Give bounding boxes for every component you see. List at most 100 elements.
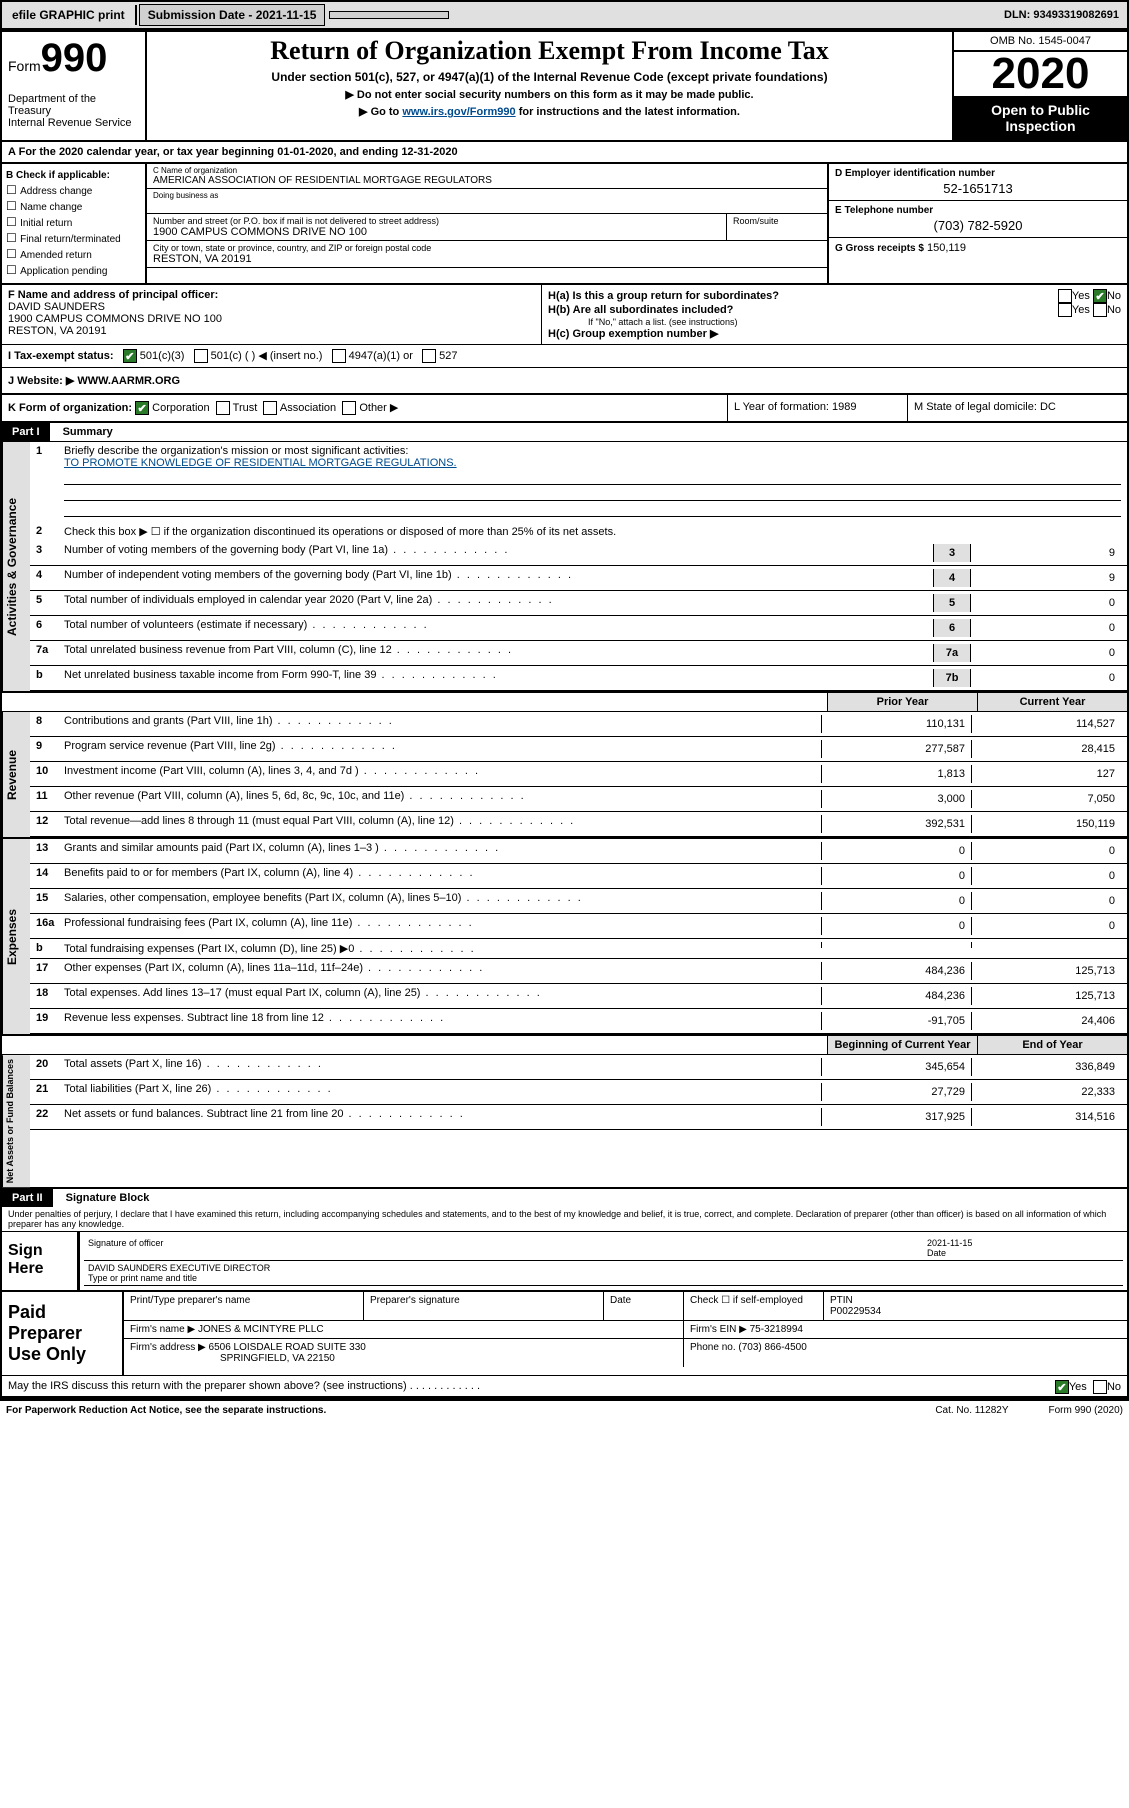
ck-address-change[interactable]: Address change: [6, 183, 141, 197]
tax-period: A For the 2020 calendar year, or tax yea…: [2, 142, 1127, 164]
line-11: 11Other revenue (Part VIII, column (A), …: [30, 787, 1127, 812]
line-5: 5Total number of individuals employed in…: [30, 591, 1127, 616]
website: WWW.AARMR.ORG: [77, 375, 180, 387]
hb-no[interactable]: [1093, 303, 1107, 317]
ck-name-change[interactable]: Name change: [6, 199, 141, 213]
ck-other[interactable]: [342, 401, 356, 415]
box-b: B Check if applicable: Address change Na…: [2, 164, 147, 283]
form-number: 990: [41, 36, 108, 80]
box-d-e-g: D Employer identification number52-16517…: [827, 164, 1127, 283]
discuss-no[interactable]: [1093, 1380, 1107, 1394]
declaration: Under penalties of perjury, I declare th…: [2, 1207, 1127, 1231]
telephone: (703) 782-5920: [835, 218, 1121, 233]
officer-name-title: DAVID SAUNDERS EXECUTIVE DIRECTOR: [88, 1263, 270, 1273]
line-18: 18Total expenses. Add lines 13–17 (must …: [30, 984, 1127, 1009]
line-10: 10Investment income (Part VIII, column (…: [30, 762, 1127, 787]
state-domicile: M State of legal domicile: DC: [907, 395, 1127, 421]
side-expenses: Expenses: [2, 839, 30, 1034]
dln-label: DLN: 93493319082691: [996, 6, 1127, 24]
hb-yes[interactable]: [1058, 303, 1072, 317]
ck-527[interactable]: [422, 349, 436, 363]
part2-header: Part II Signature Block: [2, 1189, 1127, 1207]
firm-address: 6506 LOISDALE ROAD SUITE 330: [209, 1342, 366, 1353]
line-3: 3Number of voting members of the governi…: [30, 541, 1127, 566]
ein: 52-1651713: [835, 181, 1121, 196]
officer-name: DAVID SAUNDERS: [8, 301, 535, 313]
year-formation: L Year of formation: 1989: [727, 395, 907, 421]
ck-initial-return[interactable]: Initial return: [6, 215, 141, 229]
form-container: Form990 Department of the Treasury Inter…: [0, 30, 1129, 1399]
line-22: 22Net assets or fund balances. Subtract …: [30, 1105, 1127, 1130]
firm-name: JONES & MCINTYRE PLLC: [198, 1324, 324, 1335]
beg-year-hdr: Beginning of Current Year: [827, 1036, 977, 1054]
gross-receipts: 150,119: [927, 242, 966, 254]
line-4: 4Number of independent voting members of…: [30, 566, 1127, 591]
top-toolbar: efile GRAPHIC print Submission Date - 20…: [0, 0, 1129, 30]
line-16a: 16aProfessional fundraising fees (Part I…: [30, 914, 1127, 939]
mission-text: TO PROMOTE KNOWLEDGE OF RESIDENTIAL MORT…: [64, 457, 457, 469]
ck-assoc[interactable]: [263, 401, 277, 415]
ptin: P00229534: [830, 1306, 881, 1317]
prior-year-hdr: Prior Year: [827, 693, 977, 711]
line-14: 14Benefits paid to or for members (Part …: [30, 864, 1127, 889]
open-inspection: Open to Public Inspection: [954, 96, 1127, 140]
row-i: I Tax-exempt status: ✔ 501(c)(3) 501(c) …: [2, 345, 1127, 368]
submission-date-btn[interactable]: Submission Date - 2021-11-15: [139, 4, 326, 26]
ha-yes[interactable]: [1058, 289, 1072, 303]
side-netassets: Net Assets or Fund Balances: [2, 1055, 30, 1187]
side-activities: Activities & Governance: [2, 442, 30, 691]
line-20: 20Total assets (Part X, line 16)345,6543…: [30, 1055, 1127, 1080]
line-15: 15Salaries, other compensation, employee…: [30, 889, 1127, 914]
header-center: Return of Organization Exempt From Incom…: [147, 32, 952, 140]
line-13: 13Grants and similar amounts paid (Part …: [30, 839, 1127, 864]
irs-link[interactable]: www.irs.gov/Form990: [402, 106, 515, 118]
instruction-2: ▶ Go to www.irs.gov/Form990 for instruct…: [157, 105, 942, 118]
ck-corp[interactable]: ✔: [135, 401, 149, 415]
line-b: bTotal fundraising expenses (Part IX, co…: [30, 939, 1127, 959]
tax-year: 2020: [954, 52, 1127, 96]
firm-phone: (703) 866-4500: [738, 1342, 806, 1353]
line-8: 8Contributions and grants (Part VIII, li…: [30, 712, 1127, 737]
header-right: OMB No. 1545-0047 2020 Open to Public In…: [952, 32, 1127, 140]
discuss-yes[interactable]: ✔: [1055, 1380, 1069, 1394]
ck-amended[interactable]: Amended return: [6, 247, 141, 261]
paperwork-notice: For Paperwork Reduction Act Notice, see …: [6, 1405, 326, 1416]
form-title: Return of Organization Exempt From Incom…: [157, 36, 942, 66]
form-ref: Form 990 (2020): [1049, 1405, 1123, 1416]
city-state-zip: RESTON, VA 20191: [153, 253, 821, 265]
section-b-row: B Check if applicable: Address change Na…: [2, 164, 1127, 285]
firm-ein: 75-3218994: [750, 1324, 803, 1335]
part1-header: Part I Summary: [2, 423, 1127, 442]
org-name: AMERICAN ASSOCIATION OF RESIDENTIAL MORT…: [153, 175, 821, 186]
side-revenue: Revenue: [2, 712, 30, 837]
ck-pending[interactable]: Application pending: [6, 263, 141, 277]
blank-btn[interactable]: [329, 11, 449, 19]
form-subtitle: Under section 501(c), 527, or 4947(a)(1)…: [157, 70, 942, 84]
line-7a: 7aTotal unrelated business revenue from …: [30, 641, 1127, 666]
ck-501c[interactable]: [194, 349, 208, 363]
form-id-box: Form990 Department of the Treasury Inter…: [2, 32, 147, 140]
line-12: 12Total revenue—add lines 8 through 11 (…: [30, 812, 1127, 837]
street-address: 1900 CAMPUS COMMONS DRIVE NO 100: [153, 226, 720, 238]
ck-trust[interactable]: [216, 401, 230, 415]
sign-here-label: Sign Here: [2, 1232, 77, 1290]
line-9: 9Program service revenue (Part VIII, lin…: [30, 737, 1127, 762]
efile-label: efile GRAPHIC print: [2, 5, 137, 25]
instruction-1: ▶ Do not enter social security numbers o…: [157, 88, 942, 101]
line-21: 21Total liabilities (Part X, line 26)27,…: [30, 1080, 1127, 1105]
row-f-h: F Name and address of principal officer:…: [2, 285, 1127, 345]
ck-501c3[interactable]: ✔: [123, 349, 137, 363]
cat-no: Cat. No. 11282Y: [935, 1405, 1008, 1416]
sig-date: 2021-11-15: [927, 1238, 972, 1248]
line-17: 17Other expenses (Part IX, column (A), l…: [30, 959, 1127, 984]
ck-final-return[interactable]: Final return/terminated: [6, 231, 141, 245]
line-6: 6Total number of volunteers (estimate if…: [30, 616, 1127, 641]
box-c: C Name of organization AMERICAN ASSOCIAT…: [147, 164, 827, 283]
ck-4947[interactable]: [332, 349, 346, 363]
ha-no[interactable]: ✔: [1093, 289, 1107, 303]
row-j: J Website: ▶ WWW.AARMR.ORG: [2, 368, 1127, 395]
current-year-hdr: Current Year: [977, 693, 1127, 711]
end-year-hdr: End of Year: [977, 1036, 1127, 1054]
department-label: Department of the Treasury Internal Reve…: [8, 93, 139, 129]
paid-preparer-label: Paid Preparer Use Only: [2, 1292, 122, 1375]
